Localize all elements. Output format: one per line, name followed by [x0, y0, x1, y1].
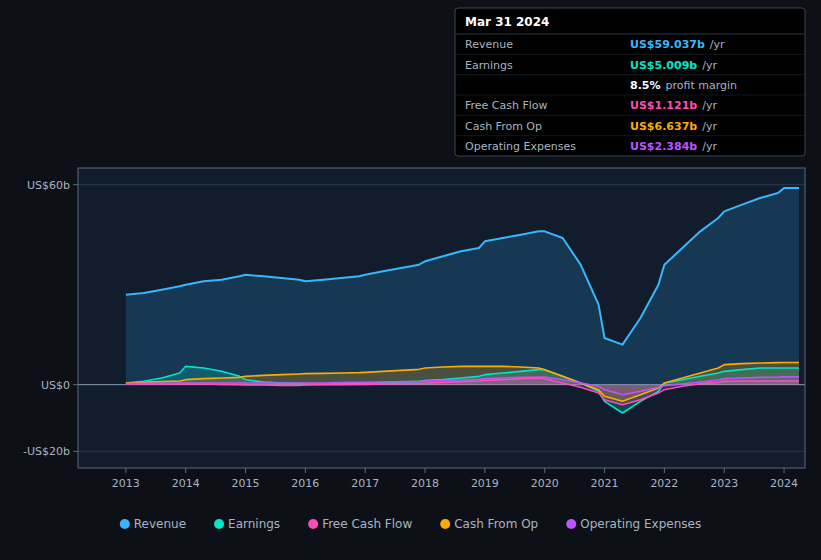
info-value: US$6.637b — [630, 120, 697, 133]
x-tick-label: 2019 — [471, 477, 499, 490]
info-unit: /yr — [702, 59, 717, 72]
y-tick-label: -US$20b — [23, 445, 70, 458]
grid — [78, 185, 805, 452]
line — [126, 377, 799, 395]
x-tick-label: 2013 — [112, 477, 140, 490]
info-box-frame — [455, 8, 805, 156]
x-tick — [245, 468, 246, 473]
x-tick-label: 2020 — [531, 477, 559, 490]
legend-marker — [120, 519, 130, 529]
x-tick-label: 2021 — [591, 477, 619, 490]
x-tick — [604, 468, 605, 473]
x-tick-label: 2015 — [232, 477, 260, 490]
x-tick — [305, 468, 306, 473]
x-tick-label: 2018 — [411, 477, 439, 490]
info-separator — [455, 54, 805, 55]
x-tick — [784, 468, 785, 473]
x-tick-label: 2014 — [172, 477, 200, 490]
line — [126, 188, 799, 345]
info-label: Operating Expenses — [465, 140, 576, 153]
area — [126, 377, 799, 395]
legend-label: Earnings — [228, 517, 280, 531]
x-tick-label: 2023 — [710, 477, 738, 490]
legend-label: Revenue — [134, 517, 186, 531]
legend-label: Free Cash Flow — [322, 517, 412, 531]
plot-background — [78, 168, 805, 468]
y-axis: -US$20b US$0 US$60b — [23, 179, 78, 459]
x-tick — [664, 468, 665, 473]
info-box: Mar 31 2024 Revenue US$59.037b/yr Earnings U… — [455, 8, 805, 156]
legend-marker — [214, 519, 224, 529]
info-label: Earnings — [465, 59, 513, 72]
info-title: Mar 31 2024 — [465, 15, 549, 29]
legend-label: Operating Expenses — [580, 517, 701, 531]
info-label: Free Cash Flow — [465, 99, 548, 112]
info-separator — [455, 34, 805, 35]
info-unit: profit margin — [666, 79, 738, 92]
x-tick-label: 2017 — [351, 477, 379, 490]
x-tick — [365, 468, 366, 473]
background — [0, 0, 821, 560]
info-unit: /yr — [702, 99, 717, 112]
info-value: 8.5% — [630, 79, 661, 92]
y-tick — [73, 451, 78, 452]
legend-marker — [308, 519, 318, 529]
grid-line — [78, 451, 805, 452]
legend-marker — [566, 519, 576, 529]
info-separator — [455, 95, 805, 96]
y-tick — [73, 384, 78, 385]
x-tick — [425, 468, 426, 473]
x-tick — [125, 468, 126, 473]
legend-marker — [440, 519, 450, 529]
info-unit: /yr — [702, 140, 717, 153]
y-tick-label: US$60b — [27, 179, 70, 192]
chart: -US$20bUS$0US$60b20132014201520162017201… — [0, 0, 821, 560]
info-unit: /yr — [710, 38, 725, 51]
x-tick-label: 2022 — [650, 477, 678, 490]
x-axis: 2013 2014 2015 2016 2017 2018 2019 2020 2021 2022… — [112, 468, 798, 490]
info-label: Cash From Op — [465, 120, 542, 133]
area — [126, 188, 799, 385]
line — [126, 363, 799, 402]
x-tick-label: 2016 — [291, 477, 319, 490]
info-unit: /yr — [702, 120, 717, 133]
y-tick — [73, 184, 78, 185]
legend: Revenue Earnings Free Cash Flow Cash From O… — [120, 517, 701, 531]
info-label: Revenue — [465, 38, 513, 51]
grid-line — [78, 184, 805, 185]
x-tick — [484, 468, 485, 473]
x-tick-label: 2024 — [770, 477, 798, 490]
areas — [126, 188, 799, 413]
x-tick — [185, 468, 186, 473]
lines — [126, 188, 799, 413]
plot-frame — [78, 168, 805, 468]
info-separator — [455, 115, 805, 116]
info-value: US$1.121b — [630, 99, 697, 112]
x-tick — [724, 468, 725, 473]
legend-label: Cash From Op — [454, 517, 538, 531]
info-separator — [455, 135, 805, 136]
info-separator — [455, 74, 805, 75]
plot-data — [126, 188, 799, 413]
y-tick-label: US$0 — [41, 379, 70, 392]
info-value: US$2.384b — [630, 140, 697, 153]
info-value: US$59.037b — [630, 38, 705, 51]
x-tick — [544, 468, 545, 473]
info-value: US$5.009b — [630, 59, 697, 72]
